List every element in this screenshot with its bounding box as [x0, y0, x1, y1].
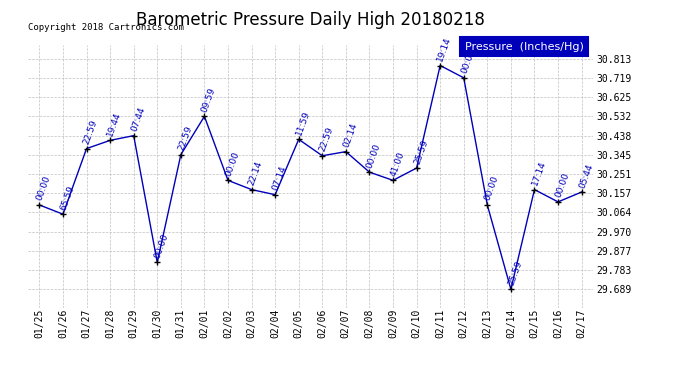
- Text: 22:14: 22:14: [247, 160, 264, 187]
- Text: 02:14: 02:14: [342, 122, 359, 149]
- Text: 09:59: 09:59: [200, 86, 217, 114]
- Text: 25:59: 25:59: [413, 138, 430, 165]
- Text: 05:44: 05:44: [578, 162, 595, 189]
- Text: 00:00: 00:00: [483, 175, 500, 202]
- Text: 00:00: 00:00: [460, 48, 477, 75]
- Text: 22:59: 22:59: [82, 118, 99, 146]
- Text: 00:00: 00:00: [365, 142, 382, 170]
- Text: 19:44: 19:44: [106, 110, 123, 138]
- Text: 00:00: 00:00: [224, 150, 241, 178]
- Text: Barometric Pressure Daily High 20180218: Barometric Pressure Daily High 20180218: [136, 11, 485, 29]
- Text: 00:00: 00:00: [35, 175, 52, 202]
- Text: 22:59: 22:59: [318, 126, 335, 153]
- Text: 22:59: 22:59: [177, 125, 194, 152]
- Text: 00:00: 00:00: [554, 172, 571, 199]
- Text: 07:14: 07:14: [271, 165, 288, 192]
- Text: 11:59: 11:59: [295, 109, 312, 136]
- Text: 41:00: 41:00: [388, 150, 406, 178]
- Legend: Pressure  (Inches/Hg): Pressure (Inches/Hg): [460, 38, 588, 56]
- Text: 07:44: 07:44: [130, 106, 146, 133]
- Text: 19:14: 19:14: [436, 36, 453, 63]
- Text: 65:59: 65:59: [59, 184, 76, 211]
- Text: 25:59: 25:59: [506, 259, 524, 286]
- Text: 17:14: 17:14: [530, 159, 547, 187]
- Text: Copyright 2018 Cartronics.com: Copyright 2018 Cartronics.com: [28, 23, 184, 32]
- Text: 00:00: 00:00: [153, 232, 170, 260]
